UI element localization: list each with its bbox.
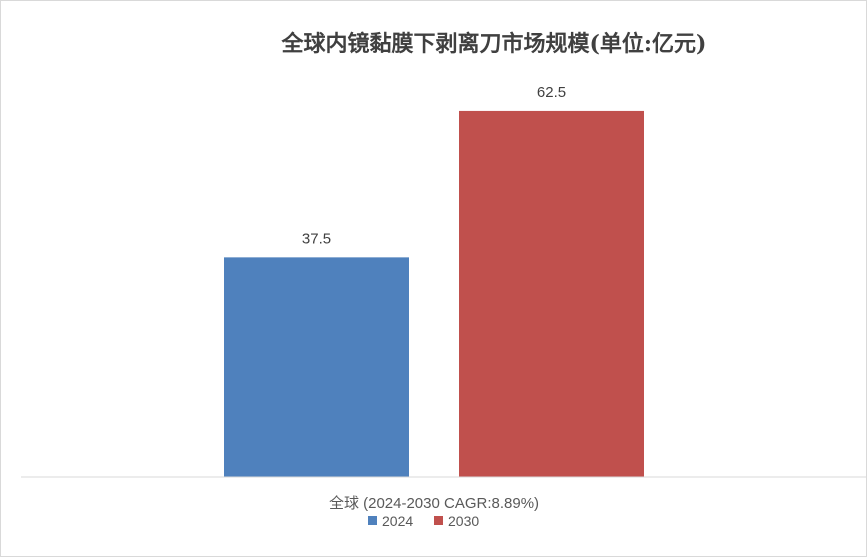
data-label-2030: 62.5	[537, 84, 566, 101]
legend-swatch-2024	[368, 516, 377, 525]
data-label-2024: 37.5	[302, 230, 331, 247]
category-label: 全球 (2024-2030 CAGR:8.89%)	[329, 494, 539, 512]
chart-title: 全球内镜黏膜下剥离刀市场规模(单位:亿元)	[281, 31, 707, 57]
legend: 2024 2030	[368, 513, 479, 529]
legend-label-2024: 2024	[382, 513, 413, 529]
bar-2024	[224, 257, 409, 477]
legend-label-2030: 2030	[448, 513, 479, 529]
bar-2030	[459, 110, 644, 477]
bars-layer: 37.5 62.5	[224, 84, 644, 477]
legend-swatch-2030	[434, 516, 443, 525]
